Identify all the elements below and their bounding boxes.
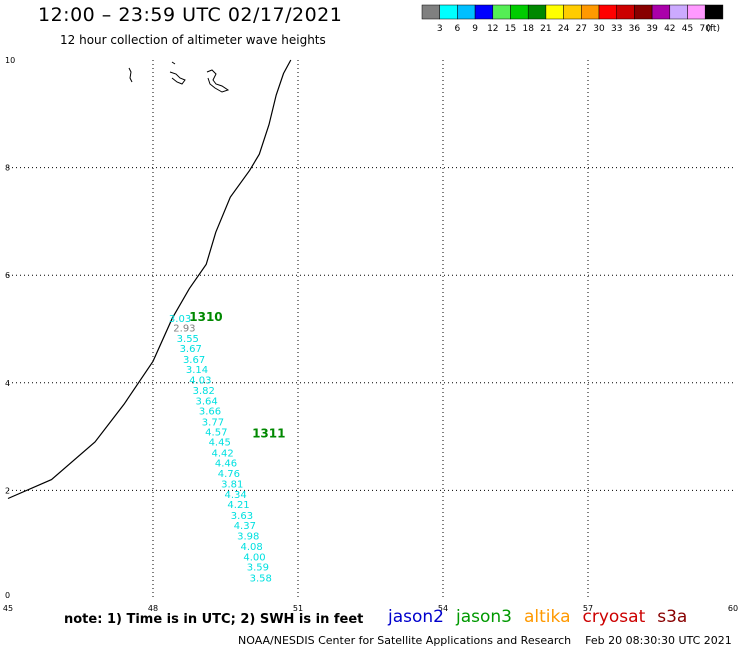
wave-height-reading: 3.58 (250, 573, 272, 584)
wave-height-reading: 3.55 (177, 334, 199, 345)
y-tick-label: 0 (5, 591, 10, 600)
y-tick-label: 4 (5, 379, 10, 388)
wave-height-reading: 3.67 (180, 344, 202, 355)
legend-label: 36 (629, 24, 641, 34)
x-tick-label: 57 (583, 604, 593, 612)
legend-label: 18 (522, 24, 534, 34)
wave-height-reading: 4.37 (234, 521, 256, 532)
legend-label: 70 (699, 24, 711, 34)
x-tick-label: 54 (438, 604, 448, 612)
legend-swatch (704, 4, 724, 20)
legend-label: 27 (576, 24, 587, 34)
wave-height-reading: 3.03 (169, 314, 191, 325)
wave-height-reading: 4.08 (240, 542, 262, 553)
satellite-label-jason2: jason2 (388, 607, 444, 627)
legend-label: 6 (455, 24, 461, 34)
legend-unit: (ft) (706, 24, 720, 34)
pass-label: 1310 (189, 310, 222, 324)
wave-height-reading: 4.34 (225, 490, 247, 501)
wave-height-reading: 3.82 (193, 386, 215, 397)
wave-height-reading: 2.93 (173, 324, 195, 335)
x-tick-label: 45 (3, 604, 13, 612)
page-title: 12:00 – 23:59 UTC 02/17/2021 (38, 4, 343, 26)
satellite-legend: jason2 jason3 altika cryosat s3a (388, 607, 699, 627)
x-tick-label: 51 (293, 604, 303, 612)
footer-note: note: 1) Time is in UTC; 2) SWH is in fe… (64, 612, 364, 627)
wave-height-reading: 3.14 (186, 365, 208, 376)
legend-label: 45 (682, 24, 693, 34)
satellite-label-cryosat: cryosat (582, 607, 646, 627)
island (169, 61, 186, 85)
wave-height-reading: 4.76 (218, 469, 240, 480)
legend-label: 3 (437, 24, 443, 34)
wave-height-reading: 4.21 (227, 500, 249, 511)
x-tick-label: 48 (148, 604, 158, 612)
legend-label: 21 (540, 24, 551, 34)
color-legend: 3 6 9 12 15 18 21 24 27 30 33 36 39 42 45 70(ft) (421, 4, 724, 34)
y-tick-label: 2 (5, 486, 10, 495)
wave-height-reading: 3.64 (196, 396, 218, 407)
page-subtitle: 12 hour collection of altimeter wave hei… (60, 33, 326, 47)
y-tick-label: 6 (5, 271, 10, 280)
credit-text: NOAA/NESDIS Center for Satellite Applica… (238, 634, 572, 647)
wave-height-reading: 4.42 (211, 449, 233, 460)
x-tick-label: 60 (728, 604, 738, 612)
y-tick-label: 10 (5, 56, 15, 65)
satellite-label-jason3: jason3 (456, 607, 512, 627)
timestamp: Feb 20 08:30:30 UTC 2021 (585, 634, 732, 647)
wave-height-reading: 3.77 (202, 417, 224, 428)
legend-label: 9 (472, 24, 478, 34)
wave-height-reading: 3.63 (231, 511, 253, 522)
legend-label: 30 (593, 24, 605, 34)
legend-label: 24 (558, 24, 570, 34)
legend-label: 15 (505, 24, 516, 34)
pass-label: 1311 (252, 427, 285, 441)
wave-height-map: 45 48 51 54 57 6002468103.032.933.553.673.673… (3, 56, 738, 612)
island (206, 69, 230, 93)
satellite-label-altika: altika (524, 607, 571, 627)
wave-height-reading: 3.59 (247, 563, 269, 574)
wave-height-reading: 4.57 (205, 428, 227, 439)
wave-height-reading: 3.66 (199, 407, 221, 418)
legend-label: 39 (646, 24, 658, 34)
wave-height-reading: 3.98 (237, 531, 259, 542)
wave-height-reading: 4.03 (189, 375, 211, 386)
footer-credit: NOAA/NESDIS Center for Satellite Applica… (238, 634, 732, 647)
coastline (7, 59, 292, 500)
legend-label: 12 (487, 24, 498, 34)
wave-height-reading: 4.45 (209, 438, 231, 449)
y-tick-label: 8 (5, 164, 10, 173)
island (128, 67, 133, 83)
wave-height-reading: 3.67 (183, 355, 205, 366)
satellite-label-s3a: s3a (657, 607, 688, 627)
legend-label: 42 (664, 24, 675, 34)
wave-height-reading: 4.00 (243, 552, 265, 563)
wave-height-reading: 3.81 (221, 480, 243, 491)
wave-height-reading: 4.46 (215, 459, 237, 470)
legend-label: 33 (611, 24, 622, 34)
